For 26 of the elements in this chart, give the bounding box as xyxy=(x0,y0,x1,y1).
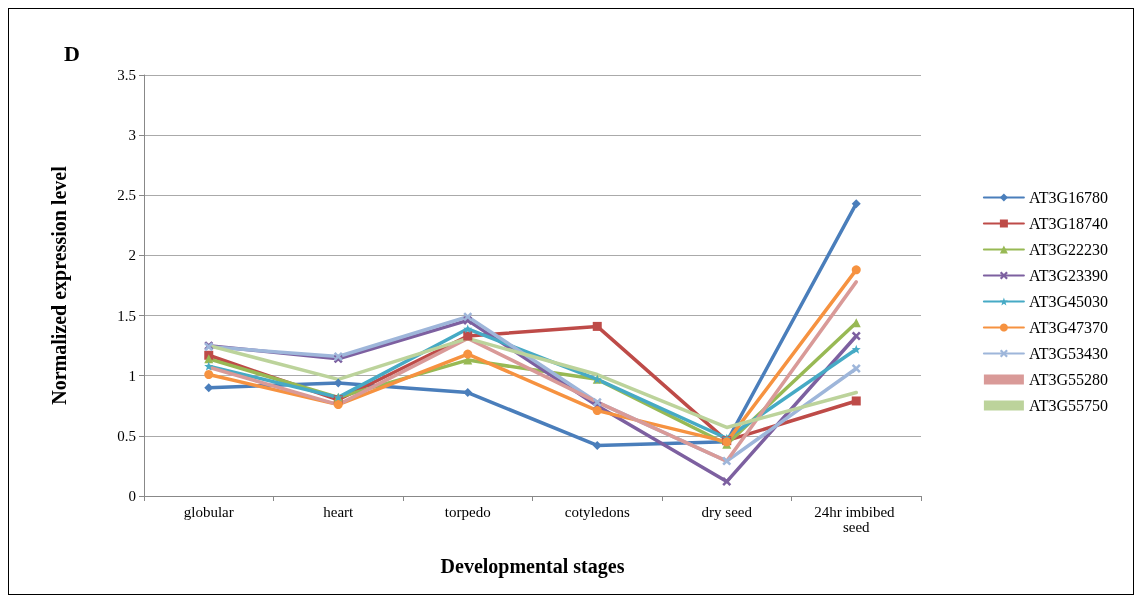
legend-label: AT3G18740 xyxy=(1028,215,1108,232)
legend-label: AT3G55280 xyxy=(1028,371,1108,388)
x-tick-label: 24hr imbibed seed xyxy=(814,503,899,535)
y-tick-label: 0 xyxy=(128,488,136,504)
legend-label: AT3G45030 xyxy=(1028,293,1108,310)
x-tick-label: torpedo xyxy=(444,503,491,520)
x-tick-label: globular xyxy=(183,503,234,520)
legend-label: AT3G22230 xyxy=(1028,241,1108,258)
legend-label: AT3G53430 xyxy=(1028,345,1108,362)
legend-label: AT3G55750 xyxy=(1028,397,1108,414)
x-axis-title: Developmental stages xyxy=(440,555,625,578)
x-tick-label: dry seed xyxy=(701,503,753,520)
y-tick-label: 2 xyxy=(128,247,136,264)
y-tick-label: 1 xyxy=(128,367,136,384)
y-tick-label: 3 xyxy=(128,127,136,144)
chart-title: D xyxy=(64,40,80,66)
y-tick-label: 2.5 xyxy=(117,187,136,204)
legend-label: AT3G16780 xyxy=(1028,189,1108,206)
y-axis-title: Normalized expression level xyxy=(48,165,71,405)
x-tick-label: heart xyxy=(323,503,355,520)
legend-label: AT3G23390 xyxy=(1028,267,1108,284)
y-tick-label: 3.5 xyxy=(117,67,136,83)
y-tick-label: 1.5 xyxy=(117,307,136,324)
legend-label: AT3G47370 xyxy=(1028,319,1108,336)
x-tick-label: cotyledons xyxy=(564,503,630,520)
y-tick-label: 0.5 xyxy=(117,427,136,444)
